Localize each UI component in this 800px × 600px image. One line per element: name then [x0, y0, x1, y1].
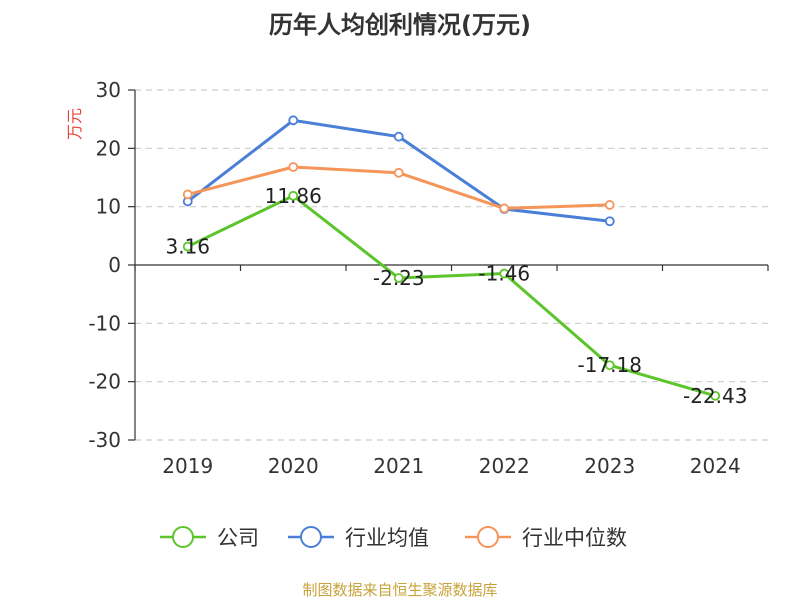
- y-tick-label: 10: [96, 195, 121, 219]
- data-label: 11.86: [265, 184, 322, 208]
- legend-marker-icon: [477, 526, 499, 548]
- x-tick-label: 2021: [373, 454, 424, 478]
- data-point[interactable]: [604, 216, 615, 227]
- data-point[interactable]: [288, 115, 299, 126]
- series-lines: [182, 115, 721, 401]
- data-point[interactable]: [393, 131, 404, 142]
- data-label: -1.46: [478, 262, 530, 286]
- y-axis-unit: 万元: [65, 108, 84, 140]
- data-point[interactable]: [393, 273, 404, 283]
- legend-marker-icon: [172, 526, 194, 548]
- x-tick-label: 2022: [479, 454, 530, 478]
- data-label: 3.16: [165, 235, 210, 259]
- legend-item[interactable]: 行业中位数: [465, 526, 627, 550]
- legend-marker-icon: [300, 526, 322, 548]
- legend-label: 行业中位数: [522, 526, 627, 550]
- x-tick-label: 2020: [268, 454, 319, 478]
- data-point[interactable]: [499, 268, 510, 279]
- legend-item[interactable]: 行业均值: [288, 526, 429, 550]
- data-point[interactable]: [288, 162, 299, 172]
- data-labels: 3.16 11.86 -2.23 -1.46 -17.18 -22.43: [165, 184, 747, 408]
- y-tick-label: -10: [88, 311, 121, 335]
- legend-label: 公司: [217, 526, 259, 550]
- y-tick-label: 0: [108, 253, 121, 277]
- data-point[interactable]: [604, 360, 615, 371]
- x-tick-label: 2019: [162, 454, 213, 478]
- data-label: -17.18: [578, 353, 642, 377]
- y-tick-label: 20: [96, 136, 121, 160]
- data-label: -2.23: [373, 266, 425, 290]
- legend-label: 行业均值: [345, 526, 429, 550]
- data-label: -22.43: [683, 384, 747, 408]
- data-point[interactable]: [499, 203, 510, 214]
- data-point[interactable]: [182, 241, 193, 252]
- data-source-note: 制图数据来自恒生聚源数据库: [302, 581, 497, 599]
- data-point[interactable]: [182, 189, 193, 200]
- y-tick-label: -20: [88, 370, 121, 394]
- data-point[interactable]: [604, 200, 615, 210]
- y-tick-label: -30: [88, 428, 121, 452]
- data-point[interactable]: [393, 167, 404, 178]
- data-point[interactable]: [288, 190, 299, 201]
- x-tick-label: 2024: [690, 454, 741, 478]
- data-point[interactable]: [710, 390, 721, 401]
- legend-item[interactable]: 公司: [160, 526, 259, 550]
- legend[interactable]: 公司 行业均值 行业中位数: [160, 526, 627, 550]
- x-tick-label: 2023: [584, 454, 635, 478]
- y-tick-label: 30: [96, 78, 121, 102]
- chart-title: 历年人均创利情况(万元): [269, 11, 531, 39]
- series-line: [187, 194, 716, 398]
- axes: 30 20 10 0 -10 -20 -30 2019 2020 2021 2022 2023 2024: [88, 78, 769, 478]
